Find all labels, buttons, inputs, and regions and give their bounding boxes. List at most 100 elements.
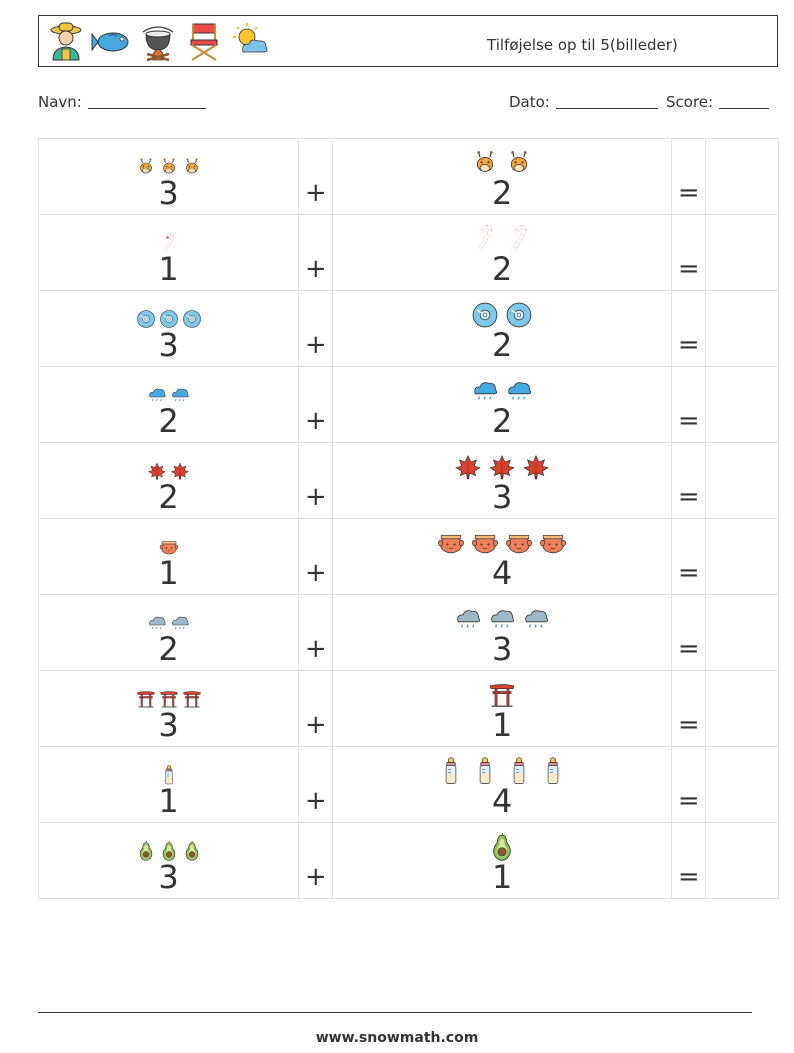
plus-sign: + — [304, 633, 327, 664]
right-term-number: 4 — [492, 554, 513, 592]
torii-gate-icon — [136, 691, 155, 708]
score-blank[interactable] — [719, 94, 770, 109]
torii-gate-icon — [159, 691, 178, 708]
giraffe-icon — [477, 151, 494, 172]
right-term-number: 2 — [492, 326, 513, 364]
right-term-cell: 2 — [332, 138, 673, 215]
answer-cell[interactable] — [705, 138, 779, 215]
right-term-pictures — [454, 451, 550, 481]
lantern-face-icon — [506, 534, 533, 554]
plus-sign: + — [304, 785, 327, 816]
plus-sign: + — [304, 709, 327, 740]
plus-cell: + — [298, 822, 334, 899]
footer-url: www.snowmath.com — [315, 1030, 479, 1046]
name-blank[interactable] — [87, 94, 206, 109]
name-field-row: Navn: — [38, 93, 206, 111]
right-term-cell: 1 — [332, 822, 673, 899]
fish-icon — [91, 32, 129, 52]
left-term-cell: 3 — [37, 670, 300, 747]
left-term-pictures — [147, 451, 190, 481]
equals-sign: = — [677, 557, 700, 588]
right-term-number: 3 — [492, 478, 513, 516]
left-term-cell: 3 — [37, 822, 300, 899]
torii-gate-icon — [489, 684, 515, 707]
date-blank[interactable] — [555, 94, 658, 109]
plus-sign: + — [304, 253, 327, 284]
right-term-cell: 4 — [332, 518, 673, 595]
giraffe-icon — [139, 158, 152, 174]
disc-icon — [136, 310, 155, 328]
page-title: Tilføjelse op til 5(billeder) — [487, 36, 678, 54]
answer-cell[interactable] — [705, 822, 779, 899]
plus-sign: + — [304, 177, 327, 208]
header-icons — [45, 20, 271, 62]
answer-cell[interactable] — [705, 290, 779, 367]
avocado-icon — [185, 841, 198, 861]
equals-sign: = — [677, 861, 700, 892]
right-term: 3 — [333, 595, 671, 670]
right-term-number: 1 — [492, 706, 513, 744]
rain-cloud-icon — [508, 382, 532, 400]
farmer-icon — [50, 22, 82, 61]
grey-rain-cloud-icon — [525, 610, 549, 628]
answer-cell[interactable] — [705, 214, 779, 291]
disc-icon — [506, 302, 532, 328]
right-term-number: 3 — [492, 630, 513, 668]
equals-sign: = — [677, 709, 700, 740]
grey-rain-cloud-icon — [457, 610, 481, 628]
problem-grid: 3 +2 = 1 +2 = 3 +2 = 2 +2 = 2 +3 = 1 +4 = 2 +3 = 3 +1 = 1 +4 = 3 +1 = — [37, 138, 779, 899]
answer-cell[interactable] — [705, 366, 779, 443]
problem-row: 3 +1 = — [37, 822, 779, 899]
left-term: 3 — [39, 671, 298, 746]
maple-leaf-icon — [489, 454, 516, 480]
equals-sign: = — [677, 785, 700, 816]
right-term: 2 — [333, 291, 671, 366]
left-term: 3 — [39, 291, 298, 366]
rain-cloud-icon — [149, 388, 166, 402]
left-term-pictures — [147, 603, 190, 633]
right-term-number: 2 — [492, 174, 513, 212]
left-term-cell: 3 — [37, 290, 300, 367]
left-term-number: 2 — [158, 402, 179, 440]
left-term-pictures — [136, 831, 202, 861]
answer-cell[interactable] — [705, 442, 779, 519]
plus-sign: + — [304, 481, 327, 512]
right-term-pictures — [488, 831, 516, 861]
equals-cell: = — [671, 518, 707, 595]
equals-cell: = — [671, 366, 707, 443]
equals-cell: = — [671, 442, 707, 519]
left-term-number: 3 — [158, 858, 179, 896]
candy-cane-icon — [477, 225, 493, 252]
problem-row: 2 +3 = — [37, 594, 779, 671]
right-term-number: 2 — [492, 402, 513, 440]
right-term-number: 1 — [492, 858, 513, 896]
left-term-number: 1 — [158, 554, 179, 592]
problem-row: 3 +2 = — [37, 138, 779, 215]
giraffe-icon — [162, 158, 175, 174]
left-term: 1 — [39, 519, 298, 594]
date-field-row: Dato: — [509, 93, 658, 111]
plus-cell: + — [298, 670, 334, 747]
maple-leaf-icon — [455, 454, 482, 480]
left-term-number: 3 — [158, 326, 179, 364]
equals-cell: = — [671, 214, 707, 291]
avocado-icon — [493, 833, 511, 861]
right-term: 1 — [333, 671, 671, 746]
campfire-pot-icon — [142, 26, 174, 62]
answer-cell[interactable] — [705, 746, 779, 823]
left-term: 3 — [39, 139, 298, 214]
plus-sign: + — [304, 557, 327, 588]
left-term-cell: 2 — [37, 366, 300, 443]
left-term: 2 — [39, 595, 298, 670]
right-term-cell: 2 — [332, 290, 673, 367]
answer-cell[interactable] — [705, 670, 779, 747]
right-term: 4 — [333, 747, 671, 822]
grey-rain-cloud-icon — [491, 610, 515, 628]
lantern-face-icon — [159, 541, 178, 555]
right-term-pictures — [471, 147, 533, 177]
answer-cell[interactable] — [705, 594, 779, 671]
director-chair-icon — [190, 23, 218, 61]
problem-row: 2 +2 = — [37, 366, 779, 443]
answer-cell[interactable] — [705, 518, 779, 595]
equals-cell: = — [671, 746, 707, 823]
